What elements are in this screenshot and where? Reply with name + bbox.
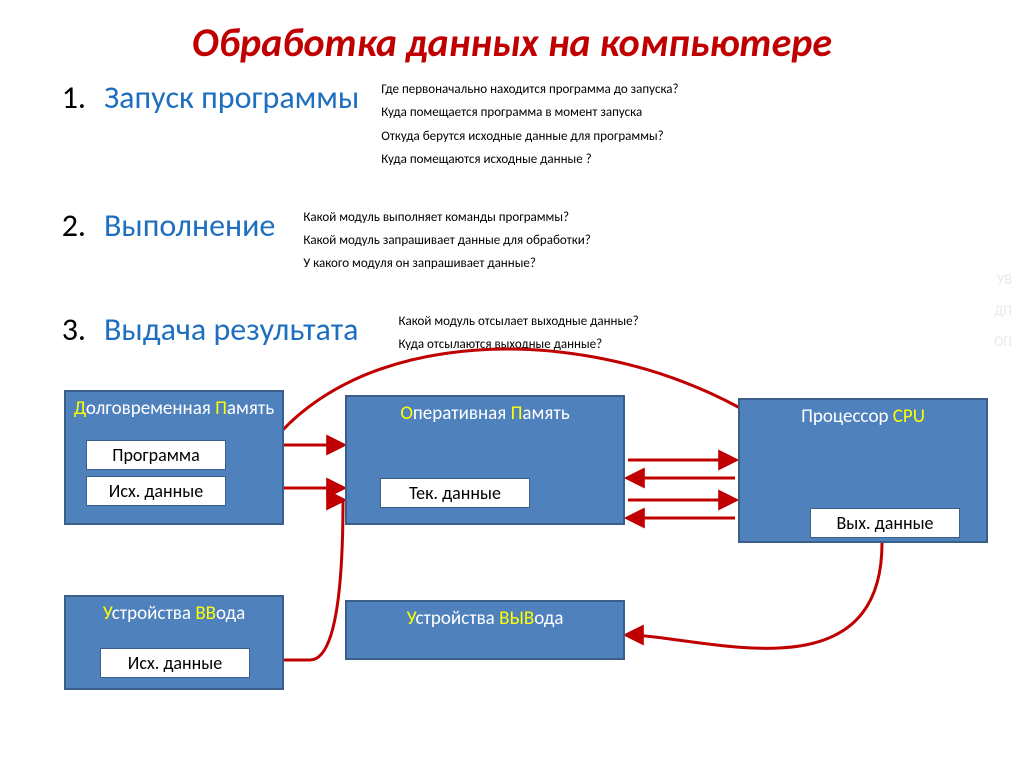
questions-1: Где первоначально находится программа до… xyxy=(359,78,964,172)
wbox-vyh: Вых. данные xyxy=(810,508,960,538)
arrow-2 xyxy=(284,500,343,660)
list-item-2: 2. Выполнение Какой модуль выполняет ком… xyxy=(44,206,964,276)
q: Откуда берутся исходные данные для прогр… xyxy=(381,125,964,148)
q: Где первоначально находится программа до… xyxy=(381,78,964,101)
questions-2: Какой модуль выполняет команды программы… xyxy=(275,206,964,276)
q: Какой модуль отсылает выходные данные? xyxy=(398,310,964,333)
list-num: 2. xyxy=(44,206,104,245)
box-cpu: Процессор CPU xyxy=(738,398,988,543)
box-op: Оперативная Память xyxy=(345,395,625,525)
box-title: Процессор CPU xyxy=(740,400,986,433)
wbox-tek: Тек. данные xyxy=(380,478,530,508)
q: Какой модуль выполняет команды программы… xyxy=(303,206,964,229)
list-text: Запуск программы xyxy=(104,78,359,117)
box-title: Устройства ВВода xyxy=(66,597,282,630)
list-text: Выдача результата xyxy=(104,310,358,349)
side-mark: ОП xyxy=(994,327,1012,358)
list-text: Выполнение xyxy=(104,206,275,245)
page-title: Обработка данных на компьютере xyxy=(0,0,1024,67)
box-title: Оперативная Память xyxy=(347,397,623,430)
q: У какого модуля он запрашивает данные? xyxy=(303,252,964,275)
wbox-prog: Программа xyxy=(86,440,226,470)
wbox-isx1: Исх. данные xyxy=(86,476,226,506)
side-mark: УВ xyxy=(994,265,1012,296)
list-item-3: 3. Выдача результата Какой модуль отсыла… xyxy=(44,310,964,357)
box-uin: Устройства ВВода xyxy=(64,595,284,690)
questions-3: Какой модуль отсылает выходные данные? К… xyxy=(358,310,964,357)
list-item-1: 1. Запуск программы Где первоначально на… xyxy=(44,78,964,172)
side-marks: УВ ДП ОП xyxy=(994,265,1012,357)
box-title: Устройства ВЫВода xyxy=(347,602,623,635)
side-mark: ДП xyxy=(994,296,1012,327)
wbox-isx2: Исх. данные xyxy=(100,648,250,678)
q: Куда помещаются исходные данные ? xyxy=(381,148,964,171)
q: Какой модуль запрашивает данные для обра… xyxy=(303,229,964,252)
box-title: Долговременная Память xyxy=(66,392,282,425)
list-num: 1. xyxy=(44,78,104,117)
q: Куда отсылаются выходные данные? xyxy=(398,333,964,356)
q: Куда помещается программа в момент запус… xyxy=(381,101,964,124)
numbered-list: 1. Запуск программы Где первоначально на… xyxy=(44,78,964,391)
box-dp: Долговременная Память xyxy=(64,390,284,525)
arrow-7 xyxy=(627,543,882,648)
box-uout: Устройства ВЫВода xyxy=(345,600,625,660)
list-num: 3. xyxy=(44,310,104,349)
